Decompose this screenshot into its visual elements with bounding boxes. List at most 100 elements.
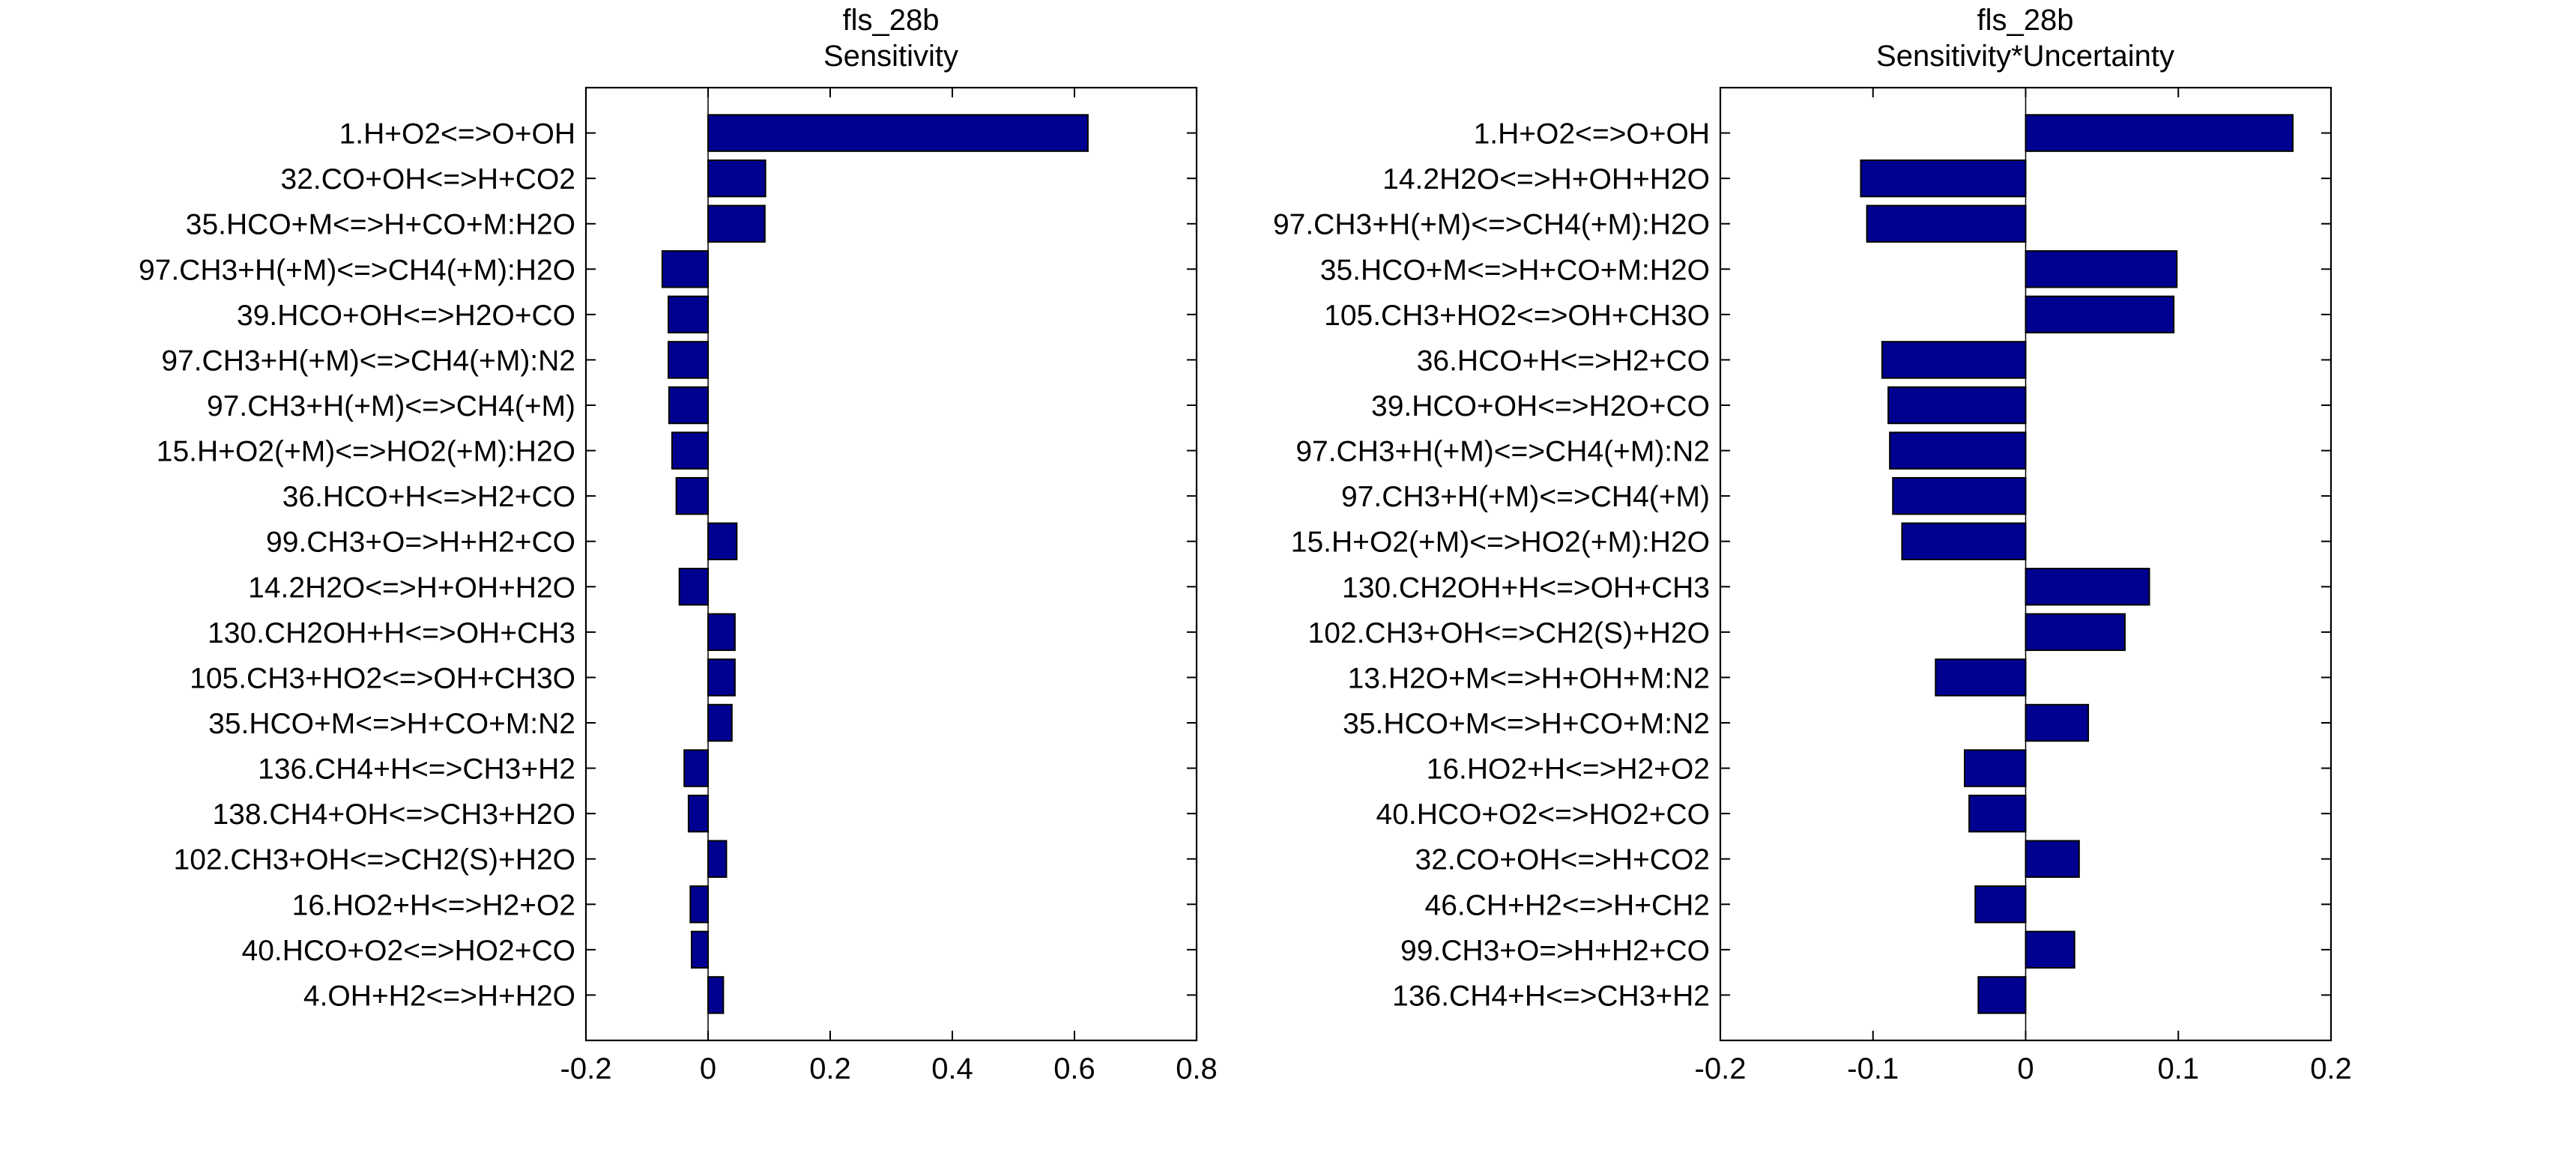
bar [1968,794,2027,833]
chart-subtitle: Sensitivity*Uncertainty [1876,40,2174,73]
y-tick-label: 99.CH3+O=>H+H2+CO [266,527,575,559]
x-tick-label: -0.2 [1695,1052,1747,1085]
x-tick-label: 0 [700,1052,716,1085]
y-tick-label: 14.2H2O<=>H+OH+H2O [248,572,575,604]
bar [687,794,709,833]
bars [1860,114,2294,1014]
y-tick-labels: 1.H+O2<=>O+OH 14.2H2O<=>H+OH+H2O 97.CH3+H(… [1273,118,1710,1013]
y-tick-label: 99.CH3+O=>H+H2+CO [1400,935,1710,967]
bar [1935,658,2027,697]
bar [1964,749,2027,787]
bar [661,250,709,288]
bar [707,840,728,878]
bar [707,613,736,652]
bar [675,476,709,515]
y-tick-label: 136.CH4+H<=>CH3+H2 [258,754,575,786]
bar [2025,703,2090,742]
y-tick-label: 97.CH3+H(+M)<=>CH4(+M):N2 [1295,436,1710,468]
bar [690,930,709,969]
x-tick-label: 0.1 [2157,1052,2199,1085]
y-tick-labels: 1.H+O2<=>O+OH 32.CO+OH<=>H+CO2 35.HCO+M<=>… [139,118,575,1013]
y-tick-label: 105.CH3+HO2<=>OH+CH3O [1324,300,1710,332]
y-tick-label: 4.OH+H2<=>H+H2O [303,980,575,1012]
y-tick-label: 1.H+O2<=>O+OH [1474,118,1710,151]
y-tick-label: 35.HCO+M<=>H+CO+M:H2O [186,209,575,241]
y-tick-label: 40.HCO+O2<=>HO2+CO [242,935,575,967]
y-tick-label: 138.CH4+OH<=>CH3+H2O [212,798,575,831]
x-tick-label: -0.1 [1847,1052,1899,1085]
y-tick-label: 39.HCO+OH<=>H2O+CO [1371,390,1710,422]
bar [1866,204,2027,243]
x-tick-label: 0.8 [1176,1052,1218,1085]
y-tick-label: 130.CH2OH+H<=>OH+CH3 [208,617,575,649]
y-tick-label: 130.CH2OH+H<=>OH+CH3 [1342,572,1710,604]
y-tick-label: 97.CH3+H(+M)<=>CH4(+M) [1341,481,1710,513]
y-tick-label: 14.2H2O<=>H+OH+H2O [1382,163,1710,195]
x-tick-label: 0 [2017,1052,2034,1085]
y-tick-label: 40.HCO+O2<=>HO2+CO [1376,798,1710,831]
bar [1860,159,2027,198]
y-tick-label: 35.HCO+M<=>H+CO+M:N2 [1343,708,1710,740]
chart-title: fls_28b [1977,4,2074,37]
bar [671,431,709,470]
y-tick-label: 16.HO2+H<=>H2+O2 [1427,754,1710,786]
sensitivity-chart: fls_28b Sensitivity 1.H+O2<=>O+OH 32.CO+O… [139,4,1218,1085]
bar [1977,976,2027,1014]
axes-box [584,86,1198,1042]
y-tick-label: 97.CH3+H(+M)<=>CH4(+M):H2O [139,254,575,286]
y-tick-label: 32.CO+OH<=>H+CO2 [1415,844,1710,876]
chart-title: fls_28b [843,4,940,37]
sensitivity-uncertainty-chart: fls_28b Sensitivity*Uncertainty 1.H+O2<=… [1273,4,2352,1085]
bar [1881,341,2027,379]
x-tick-labels: -0.2 0 0.2 0.4 0.6 0.8 [560,1052,1218,1085]
bar [707,658,736,697]
y-tick-label: 136.CH4+H<=>CH3+H2 [1392,980,1710,1012]
bar [707,204,766,243]
bar [2025,840,2080,878]
bar [2025,250,2178,288]
y-tick-label: 16.HO2+H<=>H2+O2 [292,889,575,921]
bar [689,885,709,924]
x-tick-label: -0.2 [560,1052,612,1085]
bar [1887,386,2027,425]
x-tick-label: 0.2 [2310,1052,2352,1085]
y-tick-label: 102.CH3+OH<=>CH2(S)+H2O [1308,617,1711,649]
y-tick-label: 36.HCO+H<=>H2+CO [1417,345,1710,377]
bar [668,295,710,334]
bar [2025,930,2075,969]
y-tick-label: 35.HCO+M<=>H+CO+M:H2O [1320,254,1710,286]
axes [1719,86,2332,1042]
y-tick-label: 32.CO+OH<=>H+CO2 [281,163,575,195]
bar [707,522,738,560]
bars [661,114,1089,1014]
y-tick-label: 15.H+O2(+M)<=>HO2(+M):H2O [157,436,575,468]
bar [1974,885,2027,924]
y-tick-label: 46.CH+H2<=>H+CH2 [1425,889,1710,921]
bar [2025,114,2294,152]
y-tick-label: 105.CH3+HO2<=>OH+CH3O [190,662,575,694]
chart-subtitle: Sensitivity [823,40,958,73]
bar [2025,568,2150,606]
bar [668,386,710,425]
y-tick-label: 15.H+O2(+M)<=>HO2(+M):H2O [1291,527,1710,559]
bar [707,976,725,1014]
y-tick-label: 97.CH3+H(+M)<=>CH4(+M):N2 [161,345,575,377]
bar [1901,522,2027,560]
y-tick-label: 102.CH3+OH<=>CH2(S)+H2O [174,844,576,876]
bar [683,749,710,787]
bar [668,341,710,379]
y-tick-label: 13.H2O+M<=>H+OH+M:N2 [1348,662,1710,694]
y-tick-label: 36.HCO+H<=>H2+CO [282,481,575,513]
x-tick-label: 0.4 [931,1052,973,1085]
bar [707,159,767,198]
y-tick-label: 39.HCO+OH<=>H2O+CO [237,300,575,332]
bar [1889,431,2027,470]
y-tick-label: 97.CH3+H(+M)<=>CH4(+M) [207,390,575,422]
bar [2025,295,2175,334]
y-tick-label: 35.HCO+M<=>H+CO+M:N2 [208,708,575,740]
bar [678,568,710,606]
axes [584,86,1198,1042]
x-tick-label: 0.2 [809,1052,851,1085]
bar [707,114,1089,152]
